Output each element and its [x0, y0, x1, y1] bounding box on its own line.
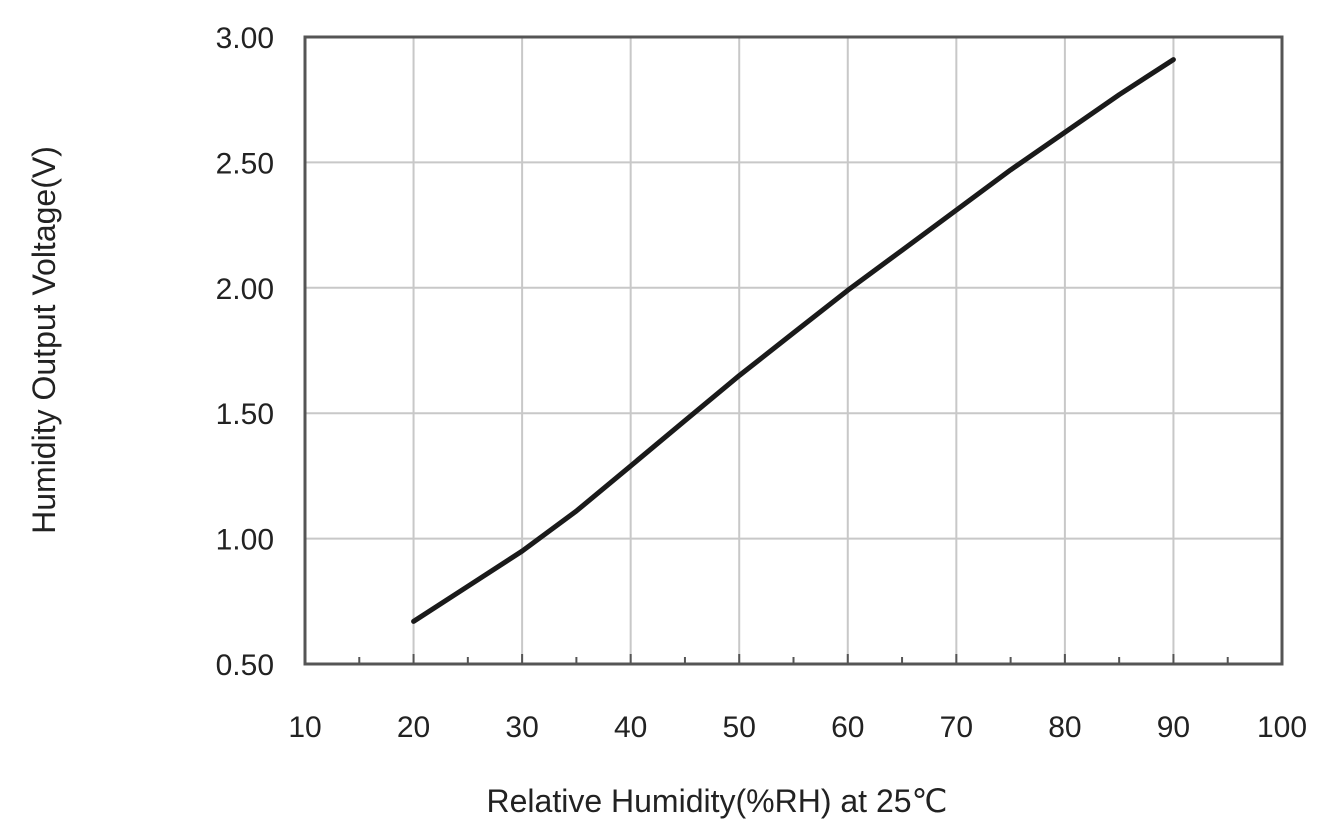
x-axis-label: Relative Humidity(%RH) at 25℃	[487, 783, 948, 819]
y-tick-label: 1.50	[216, 398, 274, 431]
x-tick-label: 10	[288, 711, 321, 744]
x-tick-label: 20	[397, 711, 430, 744]
y-tick-label: 2.00	[216, 273, 274, 306]
x-tick-label: 40	[614, 711, 647, 744]
y-tick-label: 1.00	[216, 524, 274, 557]
y-axis-label: Humidity Output Voltage(V)	[26, 146, 62, 534]
x-tick-label: 70	[940, 711, 973, 744]
x-tick-label: 60	[831, 711, 864, 744]
x-tick-label: 80	[1048, 711, 1081, 744]
y-tick-label: 3.00	[216, 22, 274, 55]
y-tick-labels: 0.50 1.00 1.50 2.00 2.50 3.00	[216, 22, 274, 682]
x-tick-label: 90	[1157, 711, 1190, 744]
series-layer	[411, 57, 1176, 624]
x-tick-label: 50	[723, 711, 756, 744]
plot-area	[305, 37, 1282, 664]
plot-frame	[303, 35, 1284, 666]
series-line	[411, 57, 1176, 624]
x-tick-label: 30	[505, 711, 538, 744]
y-tick-label: 2.50	[216, 147, 274, 180]
x-tick-label: 100	[1257, 711, 1307, 744]
x-tick-labels: 10 20 30 40 50 60 70 80 90 100	[288, 711, 1307, 744]
grid-lines	[305, 37, 1282, 664]
y-tick-label: 0.50	[216, 649, 274, 682]
